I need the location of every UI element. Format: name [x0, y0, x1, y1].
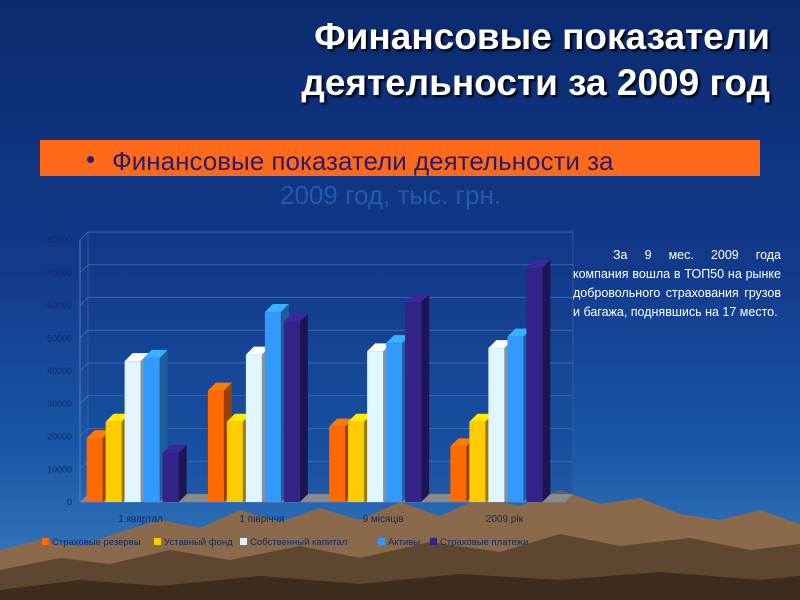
bar [386, 343, 403, 502]
y-tick-label: 40000 [47, 366, 72, 376]
slide-title-line1: Финансовые показатели [314, 16, 770, 57]
bar-top [469, 413, 494, 422]
bar-top [450, 438, 475, 447]
bar-top [405, 294, 430, 303]
y-tick-label: 30000 [47, 399, 72, 409]
bar-top [86, 430, 111, 439]
bar-top [283, 313, 308, 322]
bar [488, 348, 505, 502]
bar-top [105, 413, 130, 422]
bar [124, 361, 141, 502]
slide-title: Финансовые показатели деятельности за 20… [150, 14, 770, 106]
bar-top [386, 335, 411, 344]
gridline-side [79, 297, 89, 306]
y-tick-label: 50000 [47, 333, 72, 343]
bar-top [264, 304, 289, 313]
legend-label: Страховые резервы [52, 537, 141, 548]
chart-subtitle-line2: 2009 год, тыс. грн. [280, 180, 502, 210]
bar-top [226, 413, 251, 422]
x-category-label: 2009 рік [486, 514, 524, 525]
bar-top [507, 328, 532, 337]
side-note: За 9 мес. 2009 года компания вошла в ТОП… [573, 248, 781, 319]
bar-side [421, 294, 430, 502]
legend-swatch [154, 538, 161, 545]
bar-top [124, 353, 149, 362]
gridline-side [79, 428, 89, 437]
gridline-side [79, 362, 89, 372]
x-category-label: 9 місяців [363, 514, 404, 525]
bar [143, 357, 160, 502]
bar [405, 302, 422, 502]
bar [283, 321, 300, 502]
bullet-marker: • [86, 144, 96, 174]
bar [86, 438, 103, 502]
bar-top [488, 340, 513, 349]
gridline-side [79, 264, 89, 273]
bar [469, 421, 486, 502]
bar-top [329, 418, 354, 427]
bar [105, 421, 122, 502]
chart-subtitle: Финансовые показатели деятельности за 20… [112, 144, 752, 212]
y-tick-label: 60000 [47, 301, 72, 311]
bar-top [245, 346, 270, 355]
bar-top [367, 343, 392, 352]
bar-top [526, 259, 551, 268]
y-tick-label: 10000 [47, 464, 72, 474]
bar-side [178, 444, 187, 502]
y-tick-label: 20000 [47, 432, 72, 442]
y-tick-label: 0 [67, 497, 72, 507]
legend-label: Собственный капитал [250, 537, 347, 548]
bar [226, 421, 243, 502]
y-tick-label: 70000 [47, 268, 72, 278]
slide-title-line2: деятельности за 2009 год [301, 62, 770, 103]
bar [367, 351, 384, 502]
bar [264, 312, 281, 502]
mountain-backdrop [0, 490, 800, 600]
bar-top [207, 382, 232, 391]
x-category-label: 1 півріччя [239, 514, 284, 525]
bar-top [348, 413, 373, 422]
legend-swatch [42, 538, 49, 545]
y-tick-label: 80000 [47, 235, 72, 245]
x-category-label: 1 квартал [118, 514, 163, 525]
gridline-side [79, 330, 89, 339]
legend-swatch [430, 538, 437, 545]
bar [450, 446, 467, 502]
gridline-side [79, 395, 89, 404]
bar-top [143, 349, 168, 358]
legend-swatch [378, 538, 385, 545]
bar [329, 426, 346, 502]
bar [207, 390, 224, 502]
bar [507, 336, 524, 502]
gridline-side [79, 231, 89, 241]
bar [348, 421, 365, 502]
bar [162, 452, 179, 502]
bar [245, 354, 262, 502]
chart-subtitle-line1: Финансовые показатели деятельности за [112, 146, 614, 176]
bar-side [299, 313, 308, 502]
bar [526, 267, 543, 502]
subtitle-banner [40, 140, 760, 176]
bar-side [542, 259, 551, 502]
legend-label: Активы [388, 537, 420, 548]
legend-label: Уставный фонд [164, 537, 233, 548]
legend-label: Страховые платежи [440, 537, 528, 548]
chart-floor [80, 494, 573, 502]
bar-top [162, 444, 187, 453]
legend-swatch [240, 538, 247, 545]
